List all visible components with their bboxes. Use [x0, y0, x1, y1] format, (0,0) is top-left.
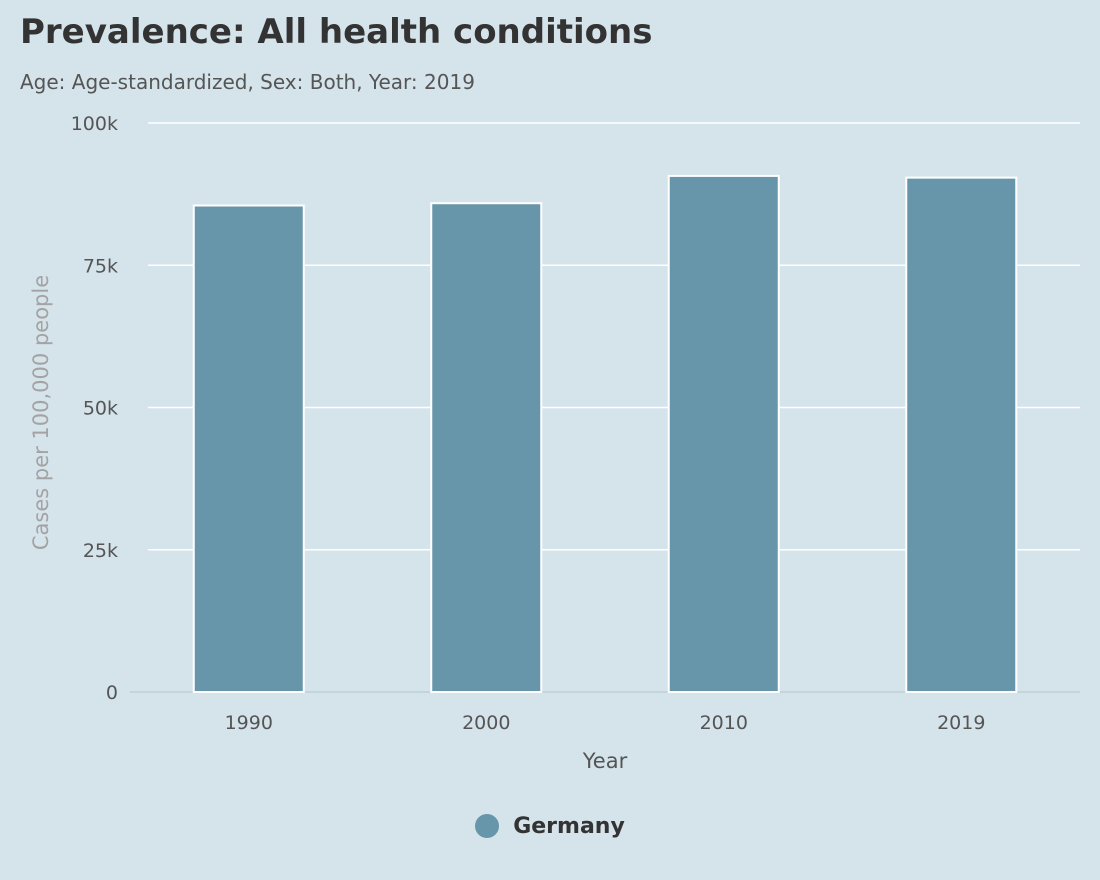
legend-item-germany[interactable]: Germany [475, 814, 625, 839]
y-tick-label: 50k [83, 398, 118, 420]
y-tick-label: 100k [71, 113, 118, 135]
x-axis-label: Year [582, 749, 628, 773]
x-tick-label: 1990 [225, 712, 273, 734]
chart-subtitle: Age: Age-standardized, Sex: Both, Year: … [20, 70, 475, 94]
bar[interactable] [430, 202, 543, 693]
legend-label: Germany [513, 813, 625, 839]
bar[interactable] [192, 204, 305, 693]
legend-swatch-icon [475, 814, 500, 838]
x-tick-label: 2019 [937, 712, 985, 734]
y-tick-label: 25k [83, 540, 118, 562]
bar[interactable] [905, 176, 1018, 693]
x-tick-label: 2000 [462, 712, 510, 734]
y-axis-label: Cases per 100,000 people [29, 275, 53, 550]
legend: Germany [0, 810, 1100, 842]
y-tick-label: 0 [106, 682, 118, 704]
y-tick-label: 75k [83, 255, 118, 277]
x-tick-label: 2010 [700, 712, 748, 734]
bar[interactable] [667, 174, 780, 694]
chart-title: Prevalence: All health conditions [20, 12, 653, 52]
